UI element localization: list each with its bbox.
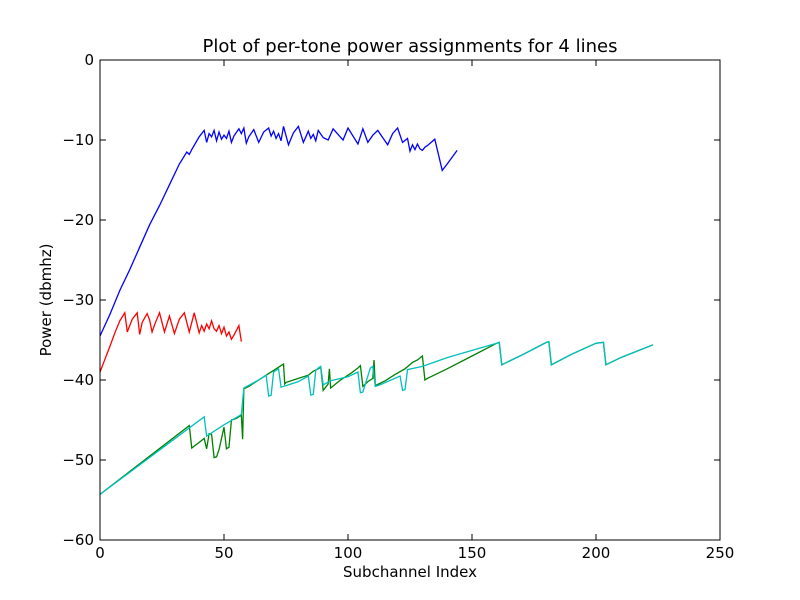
x-tick-label: 150: [458, 544, 487, 562]
x-axis: 0 50 100 150 200 250: [95, 60, 734, 562]
y-tick-label: −30: [62, 291, 94, 309]
y-tick-label: −60: [62, 531, 94, 549]
y-tick-label: −50: [62, 451, 94, 469]
x-tick-label: 250: [706, 544, 735, 562]
plot-lines: [99, 125, 654, 495]
x-tick-label: 100: [334, 544, 363, 562]
series-line-1: [99, 125, 458, 337]
y-tick-label: −10: [62, 131, 94, 149]
y-tick-label: −40: [62, 371, 94, 389]
x-tick-label: 50: [214, 544, 233, 562]
y-tick-label: −20: [62, 211, 94, 229]
x-tick-label: 200: [582, 544, 611, 562]
y-axis: 0 −10 −20 −30 −40 −50 −60: [62, 51, 720, 549]
y-tick-label: 0: [84, 51, 94, 69]
x-tick-label: 0: [95, 544, 105, 562]
series-line-2: [99, 310, 243, 373]
x-axis-label: Subchannel Index: [343, 563, 477, 581]
y-axis-label: Power (dbmhz): [37, 244, 55, 357]
chart-title: Plot of per-tone power assignments for 4…: [203, 36, 618, 57]
series-line-4: [99, 340, 654, 495]
